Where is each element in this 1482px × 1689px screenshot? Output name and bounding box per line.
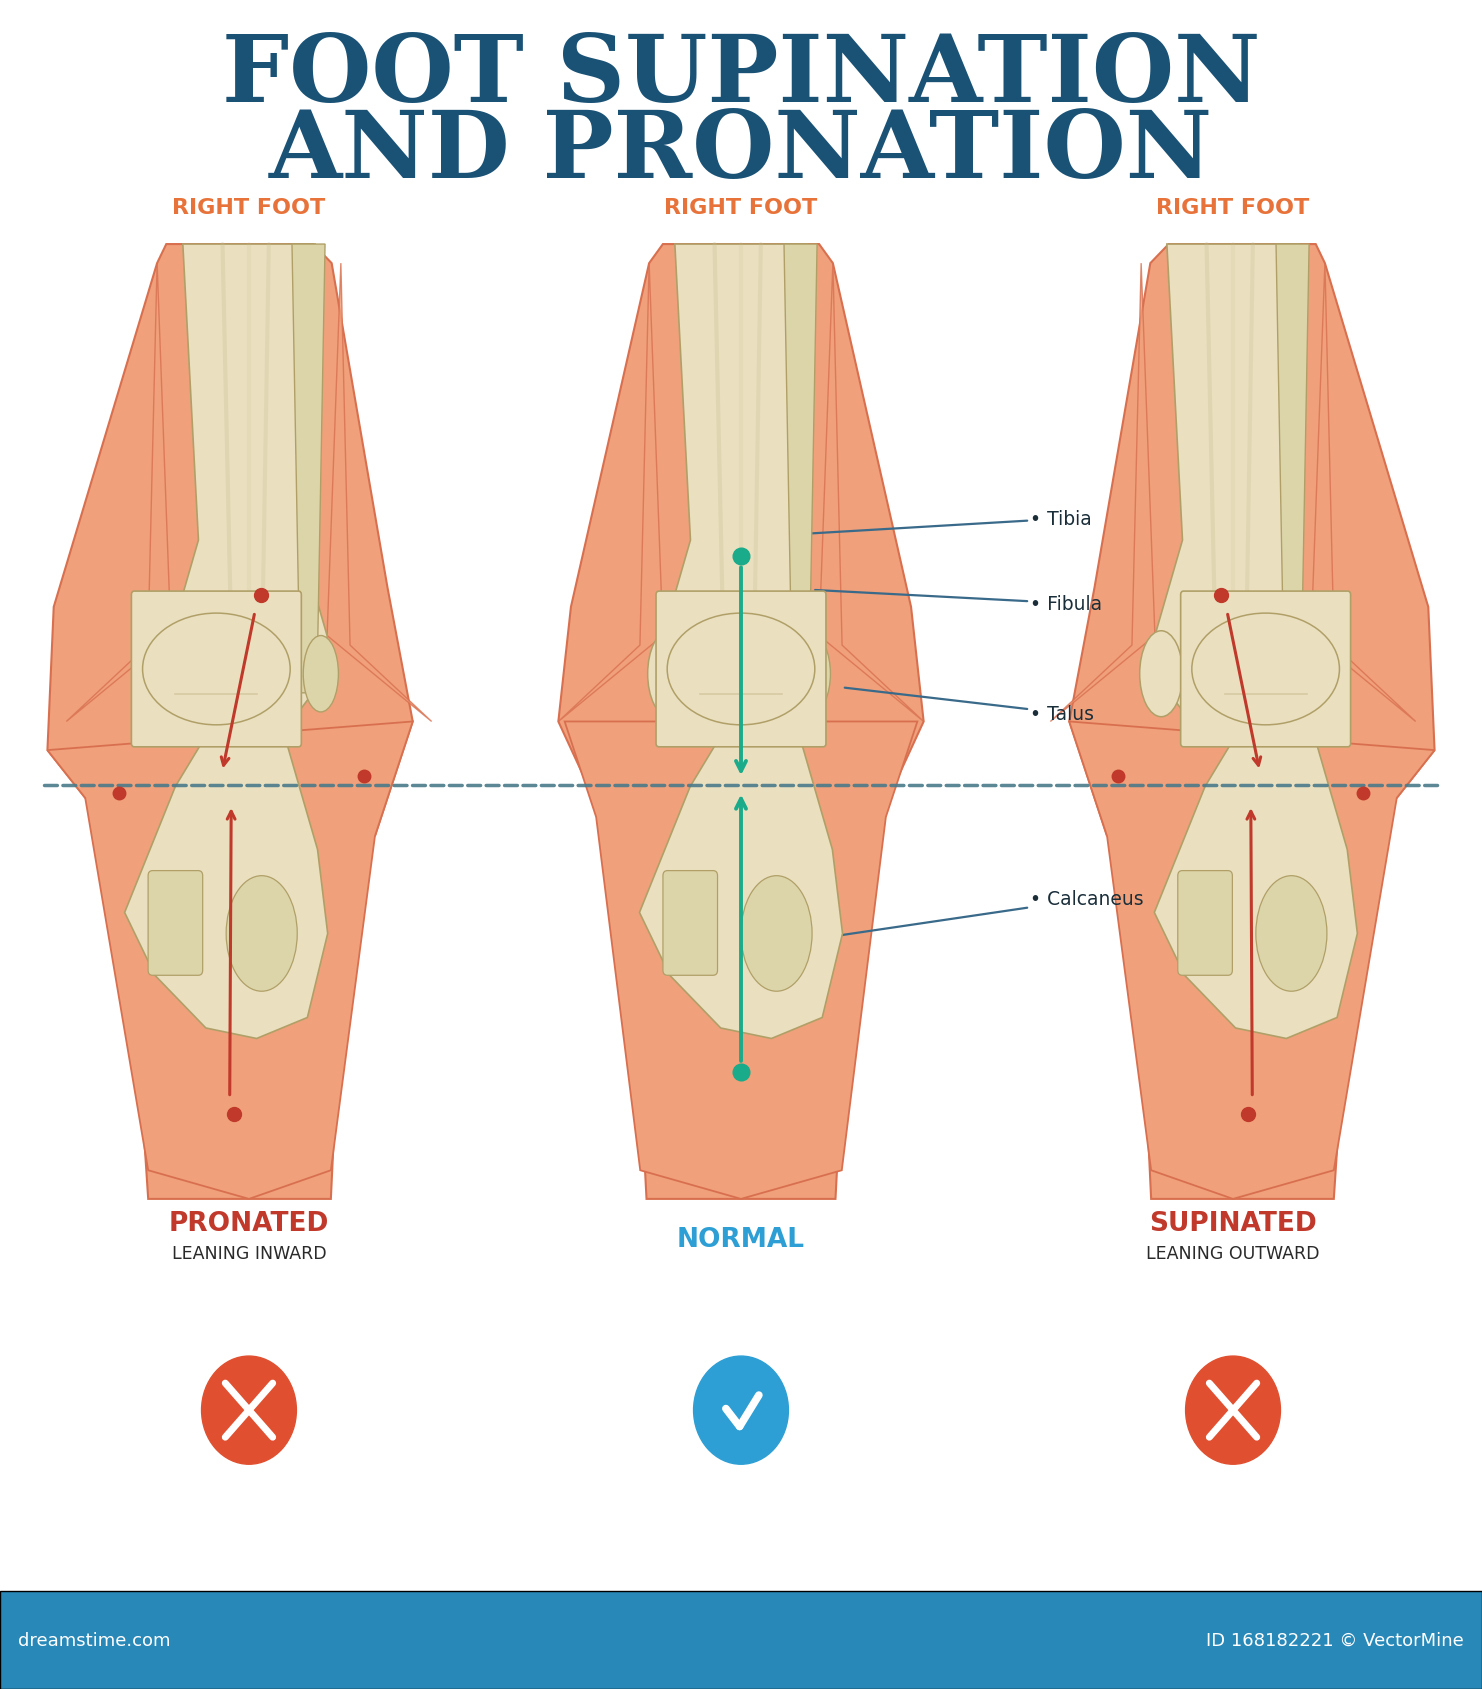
Text: LEANING INWARD: LEANING INWARD xyxy=(172,1245,326,1262)
Ellipse shape xyxy=(142,613,290,725)
Ellipse shape xyxy=(1140,632,1183,718)
Text: RIGHT FOOT: RIGHT FOOT xyxy=(664,198,818,218)
Polygon shape xyxy=(67,263,170,723)
Text: SUPINATED: SUPINATED xyxy=(1149,1209,1317,1236)
Ellipse shape xyxy=(156,632,199,718)
Text: ID 168182221 © VectorMine: ID 168182221 © VectorMine xyxy=(1206,1632,1464,1648)
Polygon shape xyxy=(1312,263,1415,723)
Polygon shape xyxy=(565,723,917,1199)
Polygon shape xyxy=(1069,245,1435,1199)
Polygon shape xyxy=(1154,703,1358,1039)
Text: RIGHT FOOT: RIGHT FOOT xyxy=(1156,198,1310,218)
Ellipse shape xyxy=(667,613,815,725)
Text: • Tibia: • Tibia xyxy=(711,510,1092,540)
FancyBboxPatch shape xyxy=(1181,591,1350,747)
Ellipse shape xyxy=(227,877,298,991)
Circle shape xyxy=(694,1356,788,1464)
Polygon shape xyxy=(1154,245,1312,731)
Text: dreamstime.com: dreamstime.com xyxy=(18,1632,170,1648)
Text: LEANING OUTWARD: LEANING OUTWARD xyxy=(1146,1245,1320,1262)
Ellipse shape xyxy=(796,637,830,713)
Polygon shape xyxy=(170,245,328,731)
FancyBboxPatch shape xyxy=(148,872,203,976)
Polygon shape xyxy=(1051,263,1154,723)
Text: • Calcaneus: • Calcaneus xyxy=(800,890,1144,942)
Polygon shape xyxy=(328,263,431,723)
Circle shape xyxy=(202,1356,296,1464)
Polygon shape xyxy=(559,263,662,723)
FancyBboxPatch shape xyxy=(132,591,301,747)
Polygon shape xyxy=(559,245,923,1199)
Ellipse shape xyxy=(1255,877,1326,991)
FancyBboxPatch shape xyxy=(1178,872,1233,976)
Text: • Fibula: • Fibula xyxy=(815,591,1103,613)
Polygon shape xyxy=(1276,245,1309,694)
Polygon shape xyxy=(784,245,817,694)
Ellipse shape xyxy=(304,637,338,713)
Polygon shape xyxy=(662,245,820,731)
Polygon shape xyxy=(1220,245,1246,627)
Text: AND PRONATION: AND PRONATION xyxy=(268,106,1214,198)
Polygon shape xyxy=(47,245,412,1199)
Text: RIGHT FOOT: RIGHT FOOT xyxy=(172,198,326,218)
Ellipse shape xyxy=(1192,613,1340,725)
Ellipse shape xyxy=(648,632,691,718)
Polygon shape xyxy=(47,723,412,1199)
Text: NORMAL: NORMAL xyxy=(677,1226,805,1253)
Polygon shape xyxy=(292,245,325,694)
FancyBboxPatch shape xyxy=(662,872,717,976)
FancyBboxPatch shape xyxy=(0,1591,1482,1689)
Circle shape xyxy=(1186,1356,1280,1464)
Polygon shape xyxy=(639,703,843,1039)
Ellipse shape xyxy=(1288,637,1322,713)
Ellipse shape xyxy=(741,877,812,991)
Polygon shape xyxy=(820,263,923,723)
FancyBboxPatch shape xyxy=(657,591,825,747)
Polygon shape xyxy=(1069,723,1435,1199)
Polygon shape xyxy=(236,245,262,627)
Text: • Talus: • Talus xyxy=(845,689,1094,723)
Polygon shape xyxy=(124,703,328,1039)
Text: FOOT SUPINATION: FOOT SUPINATION xyxy=(222,30,1260,122)
Polygon shape xyxy=(728,245,754,627)
Text: PRONATED: PRONATED xyxy=(169,1209,329,1236)
